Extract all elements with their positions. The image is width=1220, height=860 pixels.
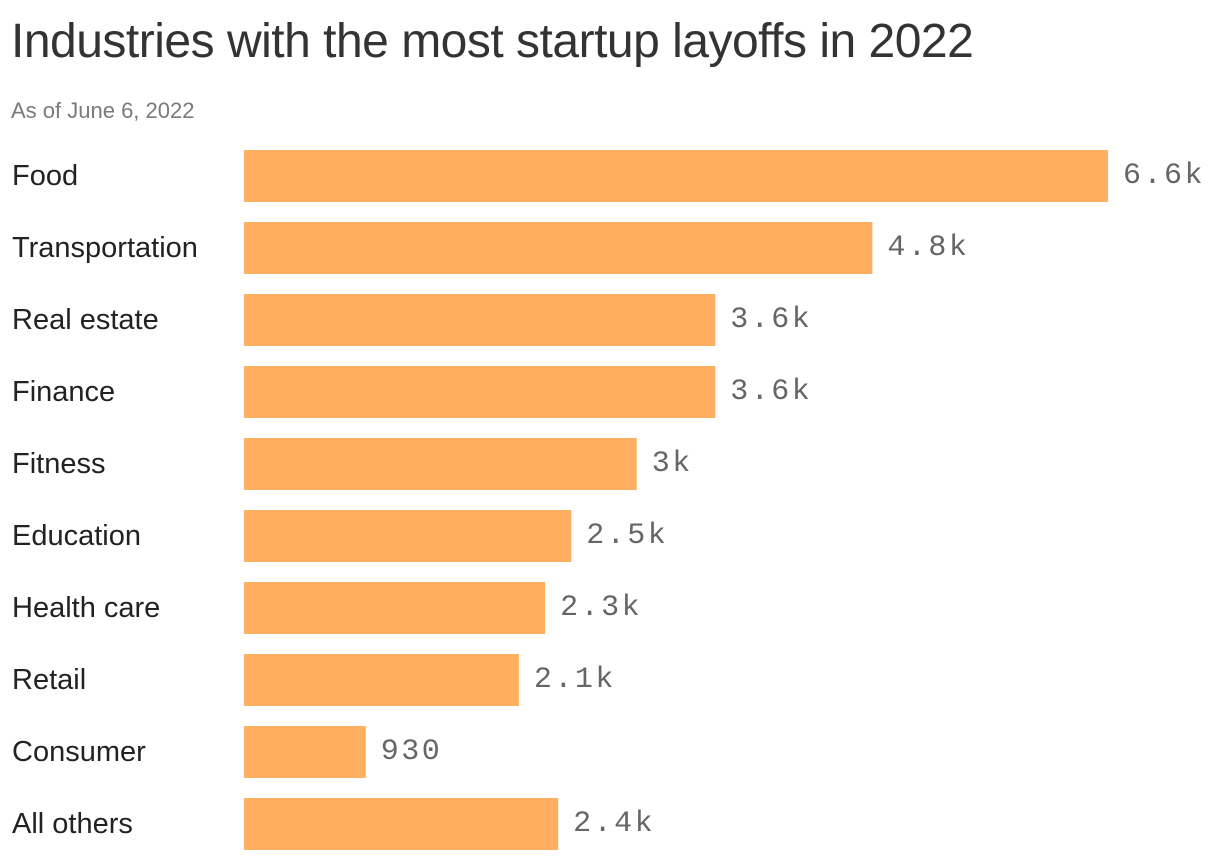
- value-label: 930: [381, 735, 443, 769]
- chart-subtitle: As of June 6, 2022: [11, 98, 195, 123]
- value-label: 3.6k: [730, 303, 812, 337]
- bar-row: All others 2.4k: [12, 798, 655, 850]
- bar-row: Transportation 4.8k: [12, 222, 969, 274]
- bar-row: Real estate 3.6k: [12, 294, 812, 346]
- category-label: Fitness: [12, 448, 105, 480]
- category-label: All others: [12, 808, 133, 840]
- value-label: 4.8k: [887, 231, 969, 265]
- bar: [244, 798, 559, 850]
- bar: [244, 510, 572, 562]
- value-label: 6.6k: [1123, 159, 1205, 193]
- value-label: 3.6k: [730, 375, 812, 409]
- category-label: Retail: [12, 664, 86, 696]
- bar-row: Education 2.5k: [12, 510, 668, 562]
- bar: [244, 438, 637, 490]
- category-label: Real estate: [12, 304, 159, 336]
- chart-title: Industries with the most startup layoffs…: [11, 15, 974, 68]
- category-label: Finance: [12, 376, 115, 408]
- bar: [244, 726, 366, 778]
- bar-row: Fitness 3k: [12, 438, 693, 490]
- category-label: Food: [12, 160, 78, 192]
- value-label: 2.1k: [534, 663, 616, 697]
- bar: [244, 150, 1108, 202]
- bar-row: Health care 2.3k: [12, 582, 642, 634]
- category-label: Consumer: [12, 736, 146, 768]
- value-label: 2.3k: [560, 591, 642, 625]
- bar: [244, 294, 716, 346]
- bar-row: Retail 2.1k: [12, 654, 616, 706]
- category-label: Transportation: [12, 232, 198, 264]
- value-label: 2.4k: [573, 807, 655, 841]
- bar: [244, 366, 716, 418]
- bar-row: Food 6.6k: [12, 150, 1205, 202]
- bar: [244, 654, 519, 706]
- bar-row: Finance 3.6k: [12, 366, 812, 418]
- value-label: 2.5k: [586, 519, 668, 553]
- category-label: Education: [12, 520, 141, 552]
- bar: [244, 222, 873, 274]
- bar-row: Consumer 930: [12, 726, 443, 778]
- bar: [244, 582, 546, 634]
- category-label: Health care: [12, 592, 160, 624]
- value-label: 3k: [652, 447, 693, 481]
